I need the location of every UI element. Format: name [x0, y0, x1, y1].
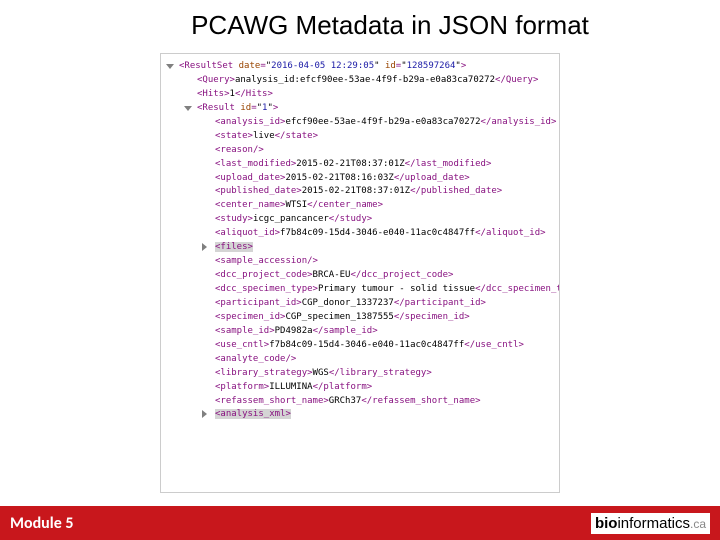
sample-accession-line: <sample_accession/> [165, 255, 555, 269]
footer-module: Module 5 [10, 514, 73, 533]
refassem-line: <refassem_short_name>GRCh37</refassem_sh… [165, 395, 555, 409]
study-line: <study>icgc_pancancer</study> [165, 213, 555, 227]
platform-line: <platform>ILLUMINA</platform> [165, 381, 555, 395]
expand-icon[interactable] [202, 243, 207, 251]
dcc-project-code-line: <dcc_project_code>BRCA-EU</dcc_project_c… [165, 269, 555, 283]
analysis-xml-line: <analysis_xml> [165, 408, 555, 422]
published-date-line: <published_date>2015-02-21T08:37:01Z</pu… [165, 185, 555, 199]
state-line: <state>live</state> [165, 130, 555, 144]
dcc-specimen-type-line: <dcc_specimen_type>Primary tumour - soli… [165, 283, 555, 297]
result-open: <Result id="1"> [165, 102, 555, 116]
footer-bar: Module 5 bioinformatics.ca [0, 506, 720, 540]
upload-date-line: <upload_date>2015-02-21T08:16:03Z</uploa… [165, 172, 555, 186]
last-modified-line: <last_modified>2015-02-21T08:37:01Z</las… [165, 158, 555, 172]
analysis-id-line: <analysis_id>efcf90ee-53ae-4f9f-b29a-e0a… [165, 116, 555, 130]
participant-id-line: <participant_id>CGP_donor_1337237</parti… [165, 297, 555, 311]
center-name-line: <center_name>WTSI</center_name> [165, 199, 555, 213]
footer-logo: bioinformatics.ca [591, 513, 710, 534]
slide-title: PCAWG Metadata in JSON format [0, 0, 720, 41]
resultset-open: <ResultSet date="2016-04-05 12:29:05" id… [165, 60, 555, 74]
hits-line: <Hits>1</Hits> [165, 88, 555, 102]
reason-line: <reason/> [165, 144, 555, 158]
use-cntl-line: <use_cntl>f7b84c09-15d4-3046-e040-11ac0c… [165, 339, 555, 353]
files-line: <files> [165, 241, 555, 255]
library-strategy-line: <library_strategy>WGS</library_strategy> [165, 367, 555, 381]
expand-icon[interactable] [166, 64, 174, 69]
query-line: <Query>analysis_id:efcf90ee-53ae-4f9f-b2… [165, 74, 555, 88]
expand-icon[interactable] [202, 410, 207, 418]
xml-code-block: <ResultSet date="2016-04-05 12:29:05" id… [160, 53, 560, 493]
expand-icon[interactable] [184, 106, 192, 111]
sample-id-line: <sample_id>PD4982a</sample_id> [165, 325, 555, 339]
aliquot-id-line: <aliquot_id>f7b84c09-15d4-3046-e040-11ac… [165, 227, 555, 241]
specimen-id-line: <specimen_id>CGP_specimen_1387555</speci… [165, 311, 555, 325]
analyte-code-line: <analyte_code/> [165, 353, 555, 367]
